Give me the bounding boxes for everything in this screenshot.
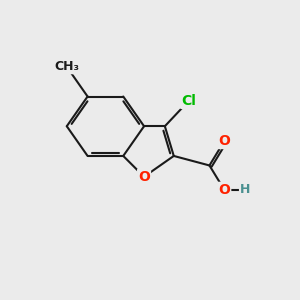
Text: H: H xyxy=(240,183,250,196)
Text: O: O xyxy=(218,183,230,197)
Text: O: O xyxy=(218,134,230,148)
Text: O: O xyxy=(138,170,150,184)
Text: CH₃: CH₃ xyxy=(54,60,79,73)
Text: Cl: Cl xyxy=(181,94,196,108)
